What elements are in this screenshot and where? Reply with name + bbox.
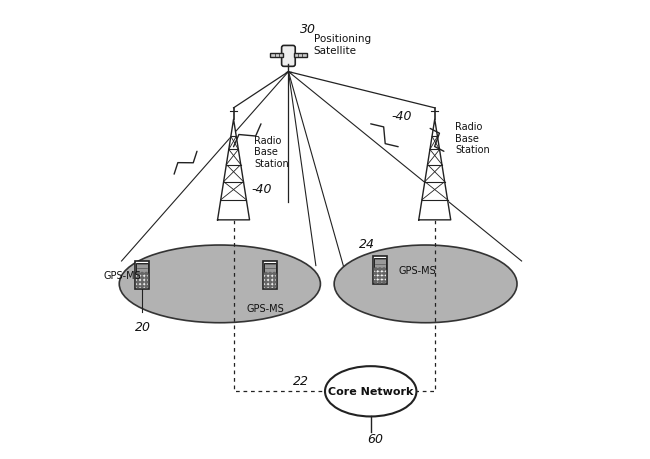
Circle shape [378, 276, 382, 279]
Circle shape [268, 277, 272, 280]
Circle shape [265, 281, 267, 284]
Circle shape [378, 272, 382, 275]
Circle shape [273, 285, 276, 288]
Polygon shape [218, 120, 250, 220]
Circle shape [268, 285, 272, 288]
Circle shape [136, 277, 139, 280]
Circle shape [273, 277, 276, 280]
Circle shape [145, 273, 148, 275]
Text: 24: 24 [359, 237, 375, 250]
Ellipse shape [325, 366, 417, 417]
Circle shape [273, 281, 276, 284]
Circle shape [145, 281, 148, 284]
Circle shape [145, 277, 148, 280]
Circle shape [383, 268, 385, 271]
Circle shape [268, 273, 272, 275]
Text: 30: 30 [300, 23, 316, 36]
Circle shape [383, 276, 385, 279]
Ellipse shape [334, 246, 517, 323]
Circle shape [141, 273, 144, 275]
Text: -40: -40 [252, 183, 272, 196]
Circle shape [383, 280, 385, 283]
Circle shape [268, 281, 272, 284]
Circle shape [145, 285, 148, 288]
Text: -40: -40 [391, 110, 412, 123]
Text: Positioning
Satellite: Positioning Satellite [313, 34, 370, 56]
Circle shape [136, 281, 139, 284]
Circle shape [265, 273, 267, 275]
Circle shape [374, 272, 377, 275]
Bar [264, 263, 276, 274]
Text: GPS-MS: GPS-MS [247, 303, 285, 313]
Bar [136, 263, 148, 274]
Bar [374, 258, 386, 269]
Circle shape [141, 281, 144, 284]
Circle shape [265, 277, 267, 280]
Circle shape [265, 285, 267, 288]
Text: 60: 60 [367, 431, 383, 445]
Text: Radio
Base
Station: Radio Base Station [254, 135, 289, 168]
Text: Radio
Base
Station: Radio Base Station [455, 122, 490, 155]
Circle shape [378, 268, 382, 271]
Text: GPS-MS: GPS-MS [103, 270, 141, 280]
Text: 20: 20 [135, 320, 151, 333]
Text: GPS-MS: GPS-MS [398, 266, 436, 275]
Circle shape [374, 268, 377, 271]
Circle shape [273, 273, 276, 275]
Ellipse shape [119, 246, 320, 323]
Text: Core Network: Core Network [328, 386, 413, 397]
Text: 22: 22 [293, 375, 309, 387]
Circle shape [374, 276, 377, 279]
FancyBboxPatch shape [281, 46, 295, 67]
Bar [294, 54, 307, 58]
Circle shape [141, 285, 144, 288]
Bar [270, 54, 283, 58]
Bar [263, 261, 278, 289]
Circle shape [141, 277, 144, 280]
Circle shape [383, 272, 385, 275]
Bar [135, 261, 150, 289]
Circle shape [136, 273, 139, 275]
Circle shape [374, 280, 377, 283]
Circle shape [136, 285, 139, 288]
Bar [372, 257, 387, 285]
Polygon shape [419, 120, 450, 220]
Circle shape [378, 280, 382, 283]
